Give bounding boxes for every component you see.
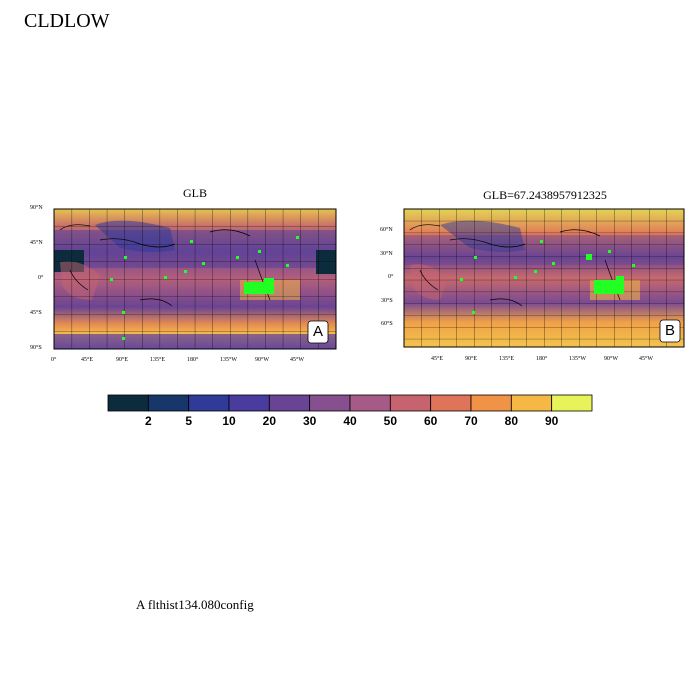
colorbar-swatch <box>147 394 190 412</box>
colorbar-tick-label: 80 <box>504 414 518 428</box>
colorbar-tick-label: 5 <box>185 414 192 428</box>
colorbar <box>107 394 593 412</box>
panel-b-lon-tick: 90°W <box>604 356 619 362</box>
colorbar-swatch <box>349 394 391 412</box>
colorbar-swatch <box>470 394 512 412</box>
panel-a-lat-tick: 90°N <box>30 205 43 211</box>
panel-b-lat-tick: 30°S <box>381 298 393 304</box>
panel-a-label-box <box>307 320 329 344</box>
panel-a-map <box>53 208 337 350</box>
colorbar-swatch <box>551 394 593 412</box>
panel-a-lon-tick: 90°E <box>116 357 129 363</box>
panel-a-stipple <box>110 236 299 340</box>
panel-b-lat-tick: 60°N <box>380 227 393 233</box>
panel-a-lat-tick: 45°N <box>30 240 43 246</box>
panel-a-lon-tick: 180° <box>187 357 199 363</box>
colorbar-swatch <box>510 394 553 412</box>
colorbar-swatch <box>188 394 230 412</box>
panel-a-lon-tick: 45°W <box>290 357 305 363</box>
colorbar-swatch <box>107 394 149 412</box>
panel-b-label-box <box>659 319 681 343</box>
panel-a-lon-tick: 0° <box>51 357 57 363</box>
panel-a-lon-tick: 90°W <box>255 357 270 363</box>
colorbar-tick-label: 50 <box>383 414 397 428</box>
panel-b-lon-tick: 135°E <box>499 356 515 362</box>
panel-b-lon-tick: 90°E <box>465 356 478 362</box>
panel-a-title: GLB <box>183 186 207 200</box>
panel-b-lon-tick: 180° <box>536 356 548 362</box>
colorbar-tick-label: 30 <box>302 414 317 428</box>
panel-b-title: GLB=67.2438957912325 <box>483 188 607 202</box>
panel-b-lat-tick: 30°N <box>380 251 393 257</box>
panel-b-stipple <box>460 240 635 314</box>
colorbar-tick-label: 20 <box>262 414 276 428</box>
colorbar-tick-label: 40 <box>343 414 357 428</box>
colorbar-swatch <box>309 394 351 412</box>
panel-a-lat-tick: 45°S <box>30 310 42 316</box>
panel-b-lon-tick: 45°W <box>639 356 654 362</box>
colorbar-swatch <box>389 394 432 412</box>
panel-b-lon-tick: 135°W <box>569 356 587 362</box>
colorbar-swatch <box>228 394 270 412</box>
footer-caption: A flthist134.080config <box>136 597 254 612</box>
colorbar-tick-label: 60 <box>423 414 438 428</box>
colorbar-tick-label: 70 <box>464 414 478 428</box>
panel-b-lat-tick: 0° <box>388 274 394 280</box>
colorbar-swatch <box>268 394 311 412</box>
panel-a-lon-tick: 45°E <box>81 357 94 363</box>
panel-b-lon-tick: 45°E <box>431 356 444 362</box>
panel-a-lat-tick: 90°S <box>30 345 42 351</box>
colorbar-tick-label: 2 <box>144 414 152 428</box>
panel-a-lon-tick: 135°W <box>220 357 238 363</box>
colorbar-tick-label: 90 <box>544 414 559 428</box>
panel-b-lat-tick: 60°S <box>381 321 393 327</box>
page-title: CLDLOW <box>24 10 110 32</box>
panel-a-lat-tick: 0° <box>38 275 44 281</box>
colorbar-tick-label: 10 <box>222 414 236 428</box>
panel-a-label: A <box>312 323 323 340</box>
panel-b-map <box>403 208 685 348</box>
colorbar-swatch <box>430 394 472 412</box>
panel-a-lon-tick: 135°E <box>150 357 166 363</box>
panel-b-label: B <box>664 322 675 339</box>
